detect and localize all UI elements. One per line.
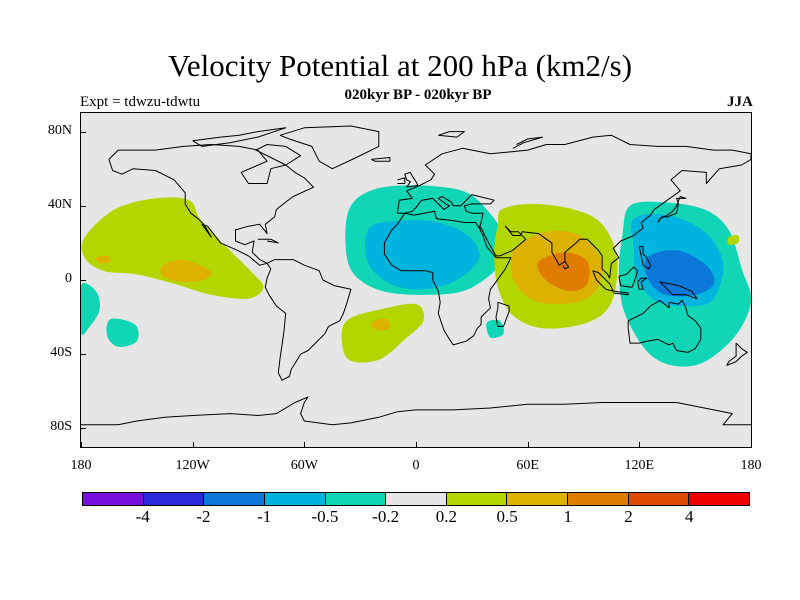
colorbar-label: 0.5 bbox=[496, 507, 518, 526]
colorbar-label: 0.2 bbox=[435, 507, 457, 526]
coastline-borneo bbox=[618, 266, 638, 288]
coastline-eurasia bbox=[396, 134, 751, 279]
coastline-north-america bbox=[108, 144, 315, 266]
coastline-antarctica bbox=[81, 396, 751, 426]
colorbar-box bbox=[386, 493, 447, 505]
coastline-canada-islands bbox=[192, 127, 287, 147]
lon-tick-label: 120E bbox=[624, 458, 655, 473]
colorbar-box bbox=[446, 493, 508, 505]
lon-tick bbox=[81, 442, 82, 448]
lon-tick bbox=[304, 442, 306, 448]
plot-title: Velocity Potential at 200 hPa (km2/s) bbox=[167, 48, 633, 83]
anomaly-region-south-atlantic-positive bbox=[341, 303, 425, 363]
map-panel bbox=[80, 112, 752, 448]
colorbar-box bbox=[204, 493, 265, 505]
anomaly-region-east-pacific-core bbox=[160, 259, 212, 283]
coastline-uk bbox=[404, 171, 419, 188]
anomaly-region-india-max bbox=[536, 252, 590, 292]
colorbar-box bbox=[325, 493, 387, 505]
colorbar-label: -1 bbox=[257, 507, 272, 526]
colorbar-label: 2 bbox=[624, 507, 633, 526]
lon-tick bbox=[527, 442, 529, 448]
anomaly-region-central-pacific-small bbox=[95, 255, 112, 264]
lon-tick bbox=[639, 442, 641, 448]
colorbar bbox=[82, 492, 750, 506]
lon-tick bbox=[192, 442, 194, 448]
lon-tick-label: 0 bbox=[412, 458, 420, 473]
anomaly-region-western-pacific-negative-core bbox=[644, 250, 715, 297]
lon-tick-label: 180 bbox=[740, 458, 762, 473]
coastline-south-america bbox=[264, 259, 352, 381]
coastline-africa bbox=[383, 210, 512, 346]
colorbar-box bbox=[568, 493, 629, 505]
lat-tick-label: 40N bbox=[47, 196, 72, 212]
lat-tick-label: 0 bbox=[65, 271, 72, 286]
colorbar-box bbox=[507, 493, 569, 505]
coastline-new-zealand bbox=[726, 342, 748, 366]
colorbar-box bbox=[264, 493, 326, 505]
coastline-cuba bbox=[257, 238, 279, 244]
coastline-svalbard bbox=[438, 131, 465, 138]
colorbar-label: -0.2 bbox=[372, 507, 400, 526]
colorbar-label: -0.5 bbox=[311, 507, 339, 526]
coastline-japan bbox=[657, 196, 687, 223]
colorbar-label: 4 bbox=[685, 507, 694, 526]
lon-tick bbox=[416, 442, 417, 448]
lat-tick-label: 80N bbox=[47, 122, 72, 138]
colorbar-label: -4 bbox=[135, 507, 150, 526]
lat-tick-label: 80S bbox=[50, 419, 72, 435]
map-canvas bbox=[81, 125, 751, 426]
colorbar-box bbox=[143, 493, 205, 505]
lon-tick bbox=[751, 442, 752, 448]
colorbar-box bbox=[83, 493, 144, 505]
coastline-new-guinea bbox=[659, 281, 698, 300]
colorbar-label: 1 bbox=[563, 507, 573, 526]
coastline-ireland bbox=[397, 177, 406, 184]
coastline-sulawesi bbox=[637, 277, 648, 290]
anomaly-region-east-pacific-small-positive bbox=[727, 235, 740, 246]
coastline-novaya-zemlya bbox=[512, 136, 544, 149]
anomaly-region-atlantic-africa-negative-inner bbox=[365, 220, 480, 290]
coastline-java bbox=[613, 290, 629, 296]
season-label: JJA bbox=[727, 94, 753, 110]
anomaly-region-south-atlantic-core bbox=[371, 318, 391, 331]
coastline-arabia-inner bbox=[478, 225, 482, 229]
coastline-philippines bbox=[638, 246, 651, 270]
lon-tick-label: 180 bbox=[70, 458, 92, 473]
lon-tick-label: 60W bbox=[290, 458, 318, 473]
coastline-iceland bbox=[371, 157, 391, 162]
anomaly-region-south-pacific-negative bbox=[106, 318, 139, 347]
lat-tick bbox=[80, 280, 86, 281]
coastline-greenland bbox=[279, 125, 380, 170]
coastline-sri-lanka bbox=[562, 261, 570, 270]
coastline-madagascar bbox=[495, 301, 510, 327]
lat-tick-label: 40S bbox=[50, 345, 72, 361]
lat-tick bbox=[80, 205, 86, 207]
lat-tick bbox=[80, 131, 86, 133]
anomaly-region-south-indian-negative bbox=[486, 319, 504, 339]
plot-subtitle: 020kyr BP - 020kyr BP bbox=[344, 87, 492, 103]
experiment-label: Expt = tdwzu-tdwtu bbox=[80, 94, 201, 110]
anomaly-region-east-pacific-edge-negative bbox=[81, 283, 101, 335]
anomaly-region-north-pacific-positive bbox=[81, 197, 264, 299]
coastline-baffin bbox=[255, 144, 302, 166]
lat-tick bbox=[80, 428, 86, 430]
lon-tick-label: 60E bbox=[516, 458, 539, 473]
lon-tick-label: 120W bbox=[175, 458, 210, 473]
lat-tick bbox=[80, 354, 86, 356]
colorbar-box bbox=[628, 493, 690, 505]
colorbar-label: -2 bbox=[196, 507, 211, 526]
coastline-australia bbox=[627, 299, 702, 353]
colorbar-box bbox=[689, 493, 750, 505]
